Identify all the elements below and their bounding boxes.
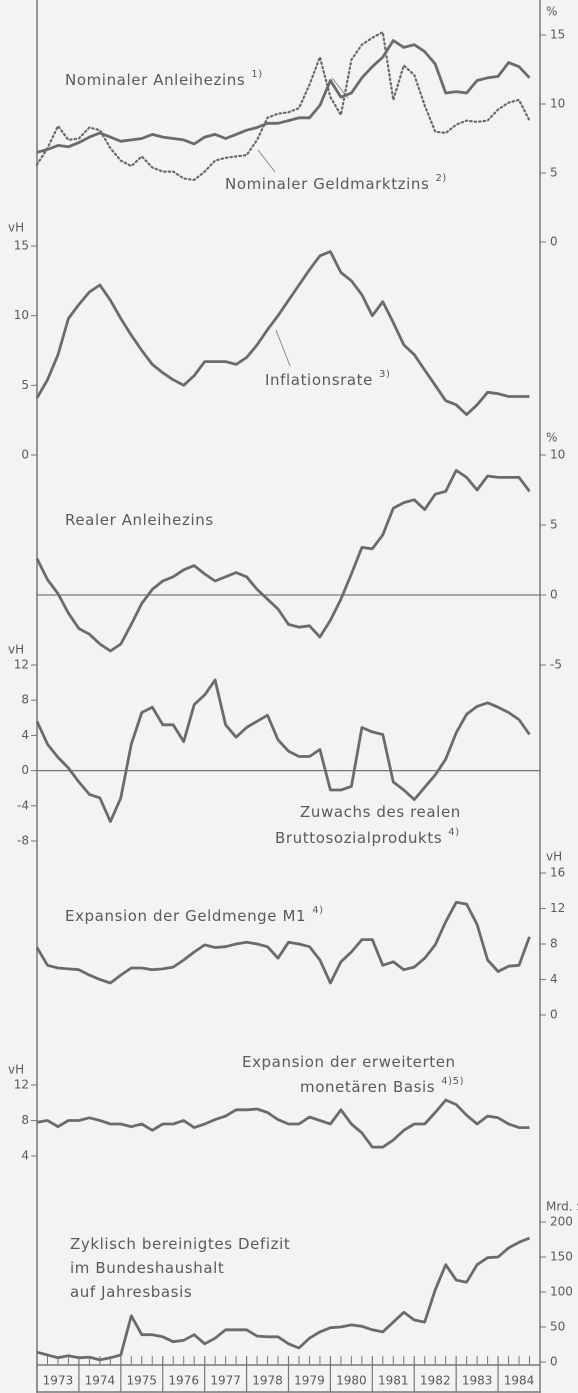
series-label-text: Nominaler Geldmarktzins [225,175,429,193]
y-axis-unit: vH [8,1063,24,1077]
y-tick-label: 12 [14,658,29,672]
y-tick-label: 8 [21,1113,29,1127]
series-line [35,900,531,985]
leader-line [275,329,291,367]
series-line [36,1236,531,1362]
footnote-mark: 4) [312,905,323,916]
series-line [35,678,531,823]
y-tick-label: 4 [550,972,558,986]
y-tick-label: 8 [21,693,29,707]
x-tick-label: 1978 [252,1374,283,1388]
y-axis-unit: Mrd. $ [546,1200,578,1214]
x-tick-label: 1975 [127,1374,158,1388]
series-label: monetären Basis 4)5) [300,1076,464,1096]
y-tick-label: 0 [21,448,29,462]
series-label-text: Realer Anleihezins [65,511,214,529]
series-label: Expansion der Geldmenge M1 4) [65,905,324,925]
series-label: Nominaler Anleihezins 1) [65,69,263,89]
y-tick-label: 8 [550,937,558,951]
x-tick-label: 1977 [210,1374,241,1388]
y-tick-label: 50 [550,1320,565,1334]
x-tick-label: 1980 [336,1374,367,1388]
series-label: im Bundeshaushalt [70,1259,224,1277]
y-tick-label: 100 [550,1285,573,1299]
y-tick-label: 15 [550,28,565,42]
y-tick-label: 10 [550,97,565,111]
footnote-mark: 1) [251,69,262,80]
series-label-text: Inflationsrate [265,371,373,389]
y-tick-label: 150 [550,1250,573,1264]
y-tick-label: -4 [17,798,29,812]
series-label-text: monetären Basis [300,1078,435,1096]
y-axis-unit: vH [8,221,24,235]
y-tick-label: 4 [21,1149,29,1163]
series-label: Zyklisch bereinigtes Defizit [70,1235,290,1253]
series-label-text: Expansion der erweiterten [242,1053,456,1071]
y-tick-label: 16 [550,866,565,880]
series-label-text: Zyklisch bereinigtes Defizit [70,1235,290,1253]
y-tick-label: -5 [550,658,562,672]
y-tick-label: 0 [21,763,29,777]
series-label-text: Zuwachs des realen [300,803,461,821]
series-label-text: Expansion der Geldmenge M1 [65,907,306,925]
y-tick-label: 15 [14,239,29,253]
series-label-text: im Bundeshaushalt [70,1259,224,1277]
series-line [35,31,531,181]
y-tick-label: 0 [550,1008,558,1022]
x-tick-label: 1983 [462,1374,493,1388]
y-axis-unit: % [546,5,557,19]
y-tick-label: 5 [21,378,29,392]
series-label-text: Bruttosozialprodukts [275,829,442,847]
footnote-mark: 2) [435,173,446,184]
series-label-text: auf Jahresbasis [70,1283,192,1301]
y-tick-label: 200 [550,1215,573,1229]
y-axis-unit: vH [8,643,24,657]
series-label: Realer Anleihezins [65,511,214,529]
series-line [35,469,531,653]
footnote-mark: 4)5) [441,1076,464,1087]
leader-line [257,149,276,173]
series-line [35,250,530,416]
y-tick-label: 0 [550,1355,558,1369]
x-tick-label: 1981 [378,1374,409,1388]
y-axis-unit: vH [546,850,562,864]
series-label: Expansion der erweiterten [242,1053,456,1071]
y-tick-label: 0 [550,588,558,602]
series-label: Zuwachs des realen [300,803,461,821]
y-tick-label: 5 [550,166,558,180]
y-tick-label: 0 [550,235,558,249]
series-label: Nominaler Geldmarktzins 2) [225,173,447,193]
series-label: Bruttosozialprodukts 4) [275,827,460,847]
y-tick-label: 5 [550,518,558,532]
footnote-mark: 3) [379,369,390,380]
x-tick-label: 1984 [504,1374,535,1388]
y-axis-unit: % [546,431,557,445]
y-tick-label: 4 [21,728,29,742]
y-tick-label: 10 [550,448,565,462]
x-tick-label: 1974 [85,1374,116,1388]
series-line [36,39,531,154]
y-tick-label: -8 [17,834,29,848]
x-tick-label: 1973 [43,1374,74,1388]
y-tick-label: 12 [550,901,565,915]
series-label: auf Jahresbasis [70,1283,192,1301]
x-tick-label: 1979 [294,1374,325,1388]
series-label-text: Nominaler Anleihezins [65,71,245,89]
footnote-mark: 4) [448,827,459,838]
series-line [36,1098,530,1149]
x-tick-label: 1976 [168,1374,199,1388]
x-tick-label: 1982 [420,1374,451,1388]
y-tick-label: 10 [14,308,29,322]
series-label: Inflationsrate 3) [265,369,390,389]
y-tick-label: 12 [14,1078,29,1092]
